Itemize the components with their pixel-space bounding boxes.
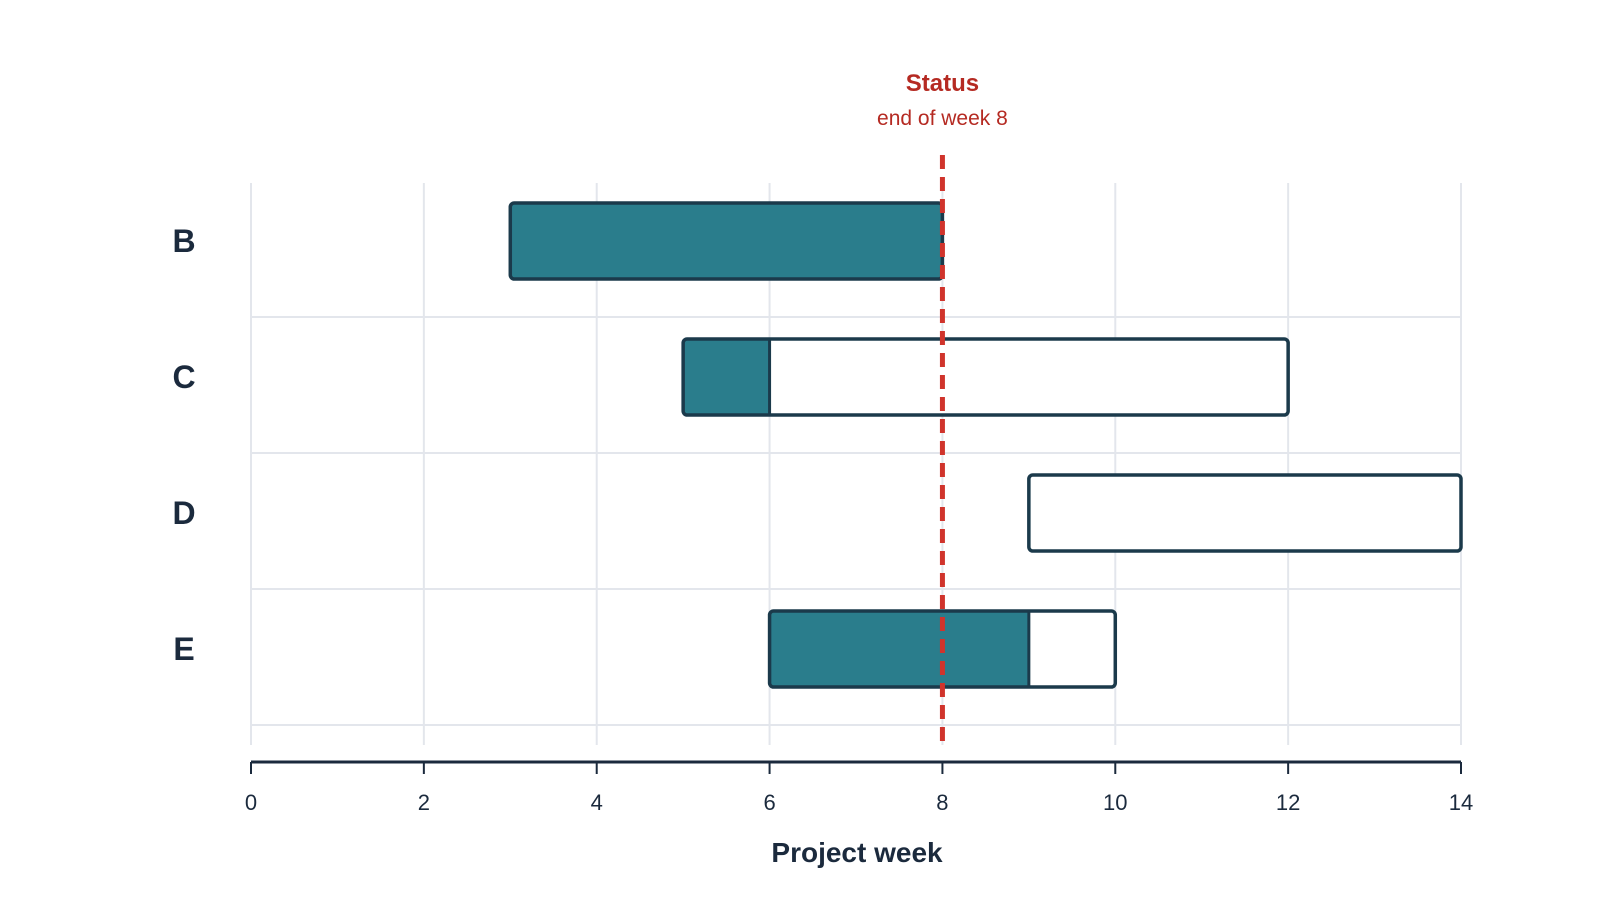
task-progress-B bbox=[510, 203, 943, 279]
task-bar-D bbox=[1027, 473, 1463, 553]
x-tick-label-8: 8 bbox=[936, 790, 948, 815]
task-bar-B bbox=[508, 201, 945, 281]
x-tick-label-12: 12 bbox=[1276, 790, 1300, 815]
task-label-B: B bbox=[172, 223, 195, 259]
task-label-C: C bbox=[172, 359, 195, 395]
task-bar-C bbox=[681, 337, 1290, 417]
task-bars bbox=[508, 201, 1463, 689]
x-axis: 0 2 4 6 8 10 12 14 bbox=[245, 760, 1473, 815]
task-bar-background-D bbox=[1028, 475, 1461, 551]
task-progress-E bbox=[769, 611, 1029, 687]
task-bar-background-C bbox=[683, 339, 1289, 415]
x-tick-label-0: 0 bbox=[245, 790, 257, 815]
status-marker: Status end of week 8 bbox=[877, 70, 1008, 746]
task-label-E: E bbox=[173, 631, 194, 667]
x-tick-label-10: 10 bbox=[1103, 790, 1127, 815]
x-tick-label-6: 6 bbox=[763, 790, 775, 815]
task-bar-outline-C bbox=[681, 337, 1290, 417]
task-bar-outline-B bbox=[508, 201, 945, 281]
status-title: Status bbox=[906, 70, 979, 97]
task-label-D: D bbox=[172, 495, 195, 531]
x-tick-label-4: 4 bbox=[591, 790, 603, 815]
status-subtitle: end of week 8 bbox=[877, 107, 1008, 130]
task-bar-outline-D bbox=[1027, 473, 1463, 553]
task-progress-C bbox=[683, 339, 770, 415]
x-tick-label-2: 2 bbox=[418, 790, 430, 815]
x-tick-label-14: 14 bbox=[1449, 790, 1473, 815]
task-labels: B C D E bbox=[172, 223, 195, 667]
x-axis-title: Project week bbox=[771, 837, 943, 868]
